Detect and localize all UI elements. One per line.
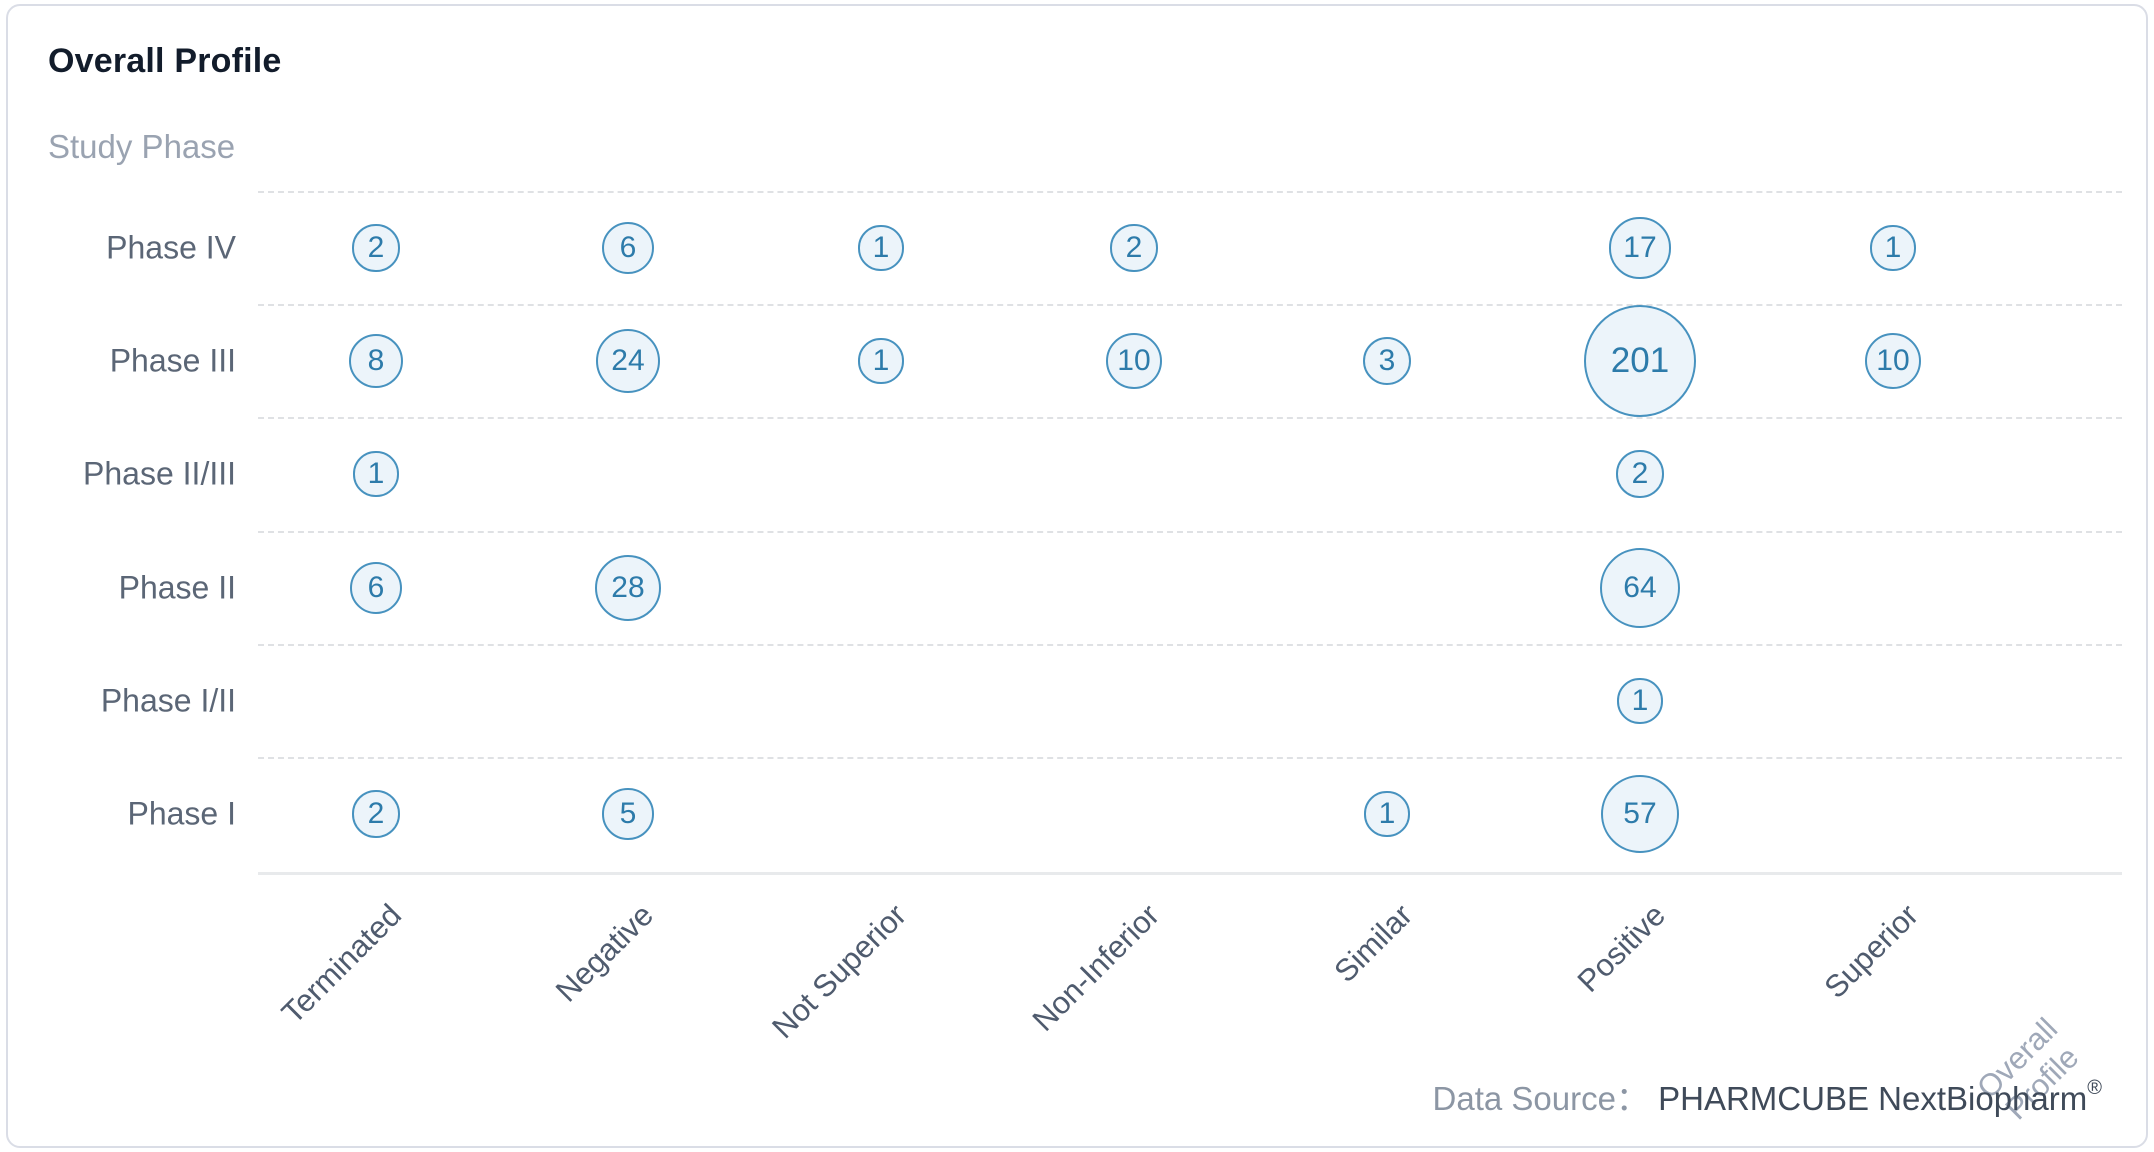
- bubble-phase-iii-negative[interactable]: 24: [595, 328, 661, 394]
- bubble-phase-ii-iii-terminated[interactable]: 1: [353, 451, 399, 497]
- x-axis-label-terminated: Terminated: [274, 897, 409, 1031]
- grid-dashed-line: [258, 191, 2122, 193]
- grid-dashed-line: [258, 531, 2122, 533]
- registered-trademark-icon: ®: [2087, 1077, 2102, 1099]
- bubble-phase-ii-positive[interactable]: 64: [1599, 547, 1681, 629]
- bubble-phase-iv-negative[interactable]: 6: [601, 221, 655, 275]
- bubble-phase-ii-negative[interactable]: 28: [594, 554, 662, 622]
- bubble-phase-iv-positive[interactable]: 17: [1609, 217, 1671, 279]
- data-source: Data Source： PHARMCUBE NextBiopharm®: [1433, 1072, 2102, 1120]
- y-axis-label-phase-iii: Phase III: [109, 342, 236, 379]
- bubble-phase-i-terminated[interactable]: 2: [352, 790, 400, 838]
- bubble-phase-ii-iii-positive[interactable]: 2: [1616, 450, 1664, 498]
- grid-dashed-line: [258, 644, 2122, 646]
- grid-dashed-line: [258, 757, 2122, 759]
- y-axis-label-phase-iv: Phase IV: [106, 229, 236, 266]
- bubble-phase-iv-terminated[interactable]: 2: [352, 224, 400, 272]
- y-axis-label-phase-ii-iii: Phase II/III: [83, 455, 236, 492]
- chart-card: Overall Profile Study Phase Phase IV Phas…: [6, 4, 2148, 1148]
- bubble-phase-iv-not-superior[interactable]: 1: [858, 225, 904, 271]
- bubble-phase-iii-similar[interactable]: 3: [1362, 336, 1412, 386]
- data-source-value: PHARMCUBE NextBiopharm: [1658, 1080, 2088, 1117]
- bubble-phase-ii-terminated[interactable]: 6: [349, 561, 403, 615]
- bubble-phase-iii-terminated[interactable]: 8: [348, 333, 404, 389]
- x-axis-line: [258, 872, 2122, 875]
- bubble-phase-iii-superior[interactable]: 10: [1864, 332, 1922, 390]
- bubble-phase-iii-not-superior[interactable]: 1: [858, 338, 904, 384]
- bubble-phase-iii-non-inferior[interactable]: 10: [1105, 332, 1163, 390]
- y-axis-label-phase-i: Phase I: [127, 795, 236, 832]
- y-axis-label-phase-i-ii: Phase I/II: [100, 682, 236, 719]
- bubble-phase-iv-non-inferior[interactable]: 2: [1110, 224, 1158, 272]
- bubble-phase-i-ii-positive[interactable]: 1: [1617, 678, 1663, 724]
- grid-dashed-line: [258, 304, 2122, 306]
- page-title: Overall Profile: [48, 42, 282, 80]
- bubble-phase-iv-superior[interactable]: 1: [1870, 225, 1916, 271]
- bubble-phase-i-negative[interactable]: 5: [602, 788, 654, 840]
- grid-dashed-line: [258, 417, 2122, 419]
- y-axis-label-phase-ii: Phase II: [118, 569, 236, 606]
- bubble-phase-i-similar[interactable]: 1: [1364, 791, 1410, 837]
- data-source-label: Data Source：: [1432, 1080, 1649, 1117]
- bubble-phase-iii-positive[interactable]: 201: [1583, 304, 1697, 418]
- bubble-phase-i-positive[interactable]: 57: [1600, 774, 1680, 854]
- y-axis-title: Study Phase: [48, 128, 236, 165]
